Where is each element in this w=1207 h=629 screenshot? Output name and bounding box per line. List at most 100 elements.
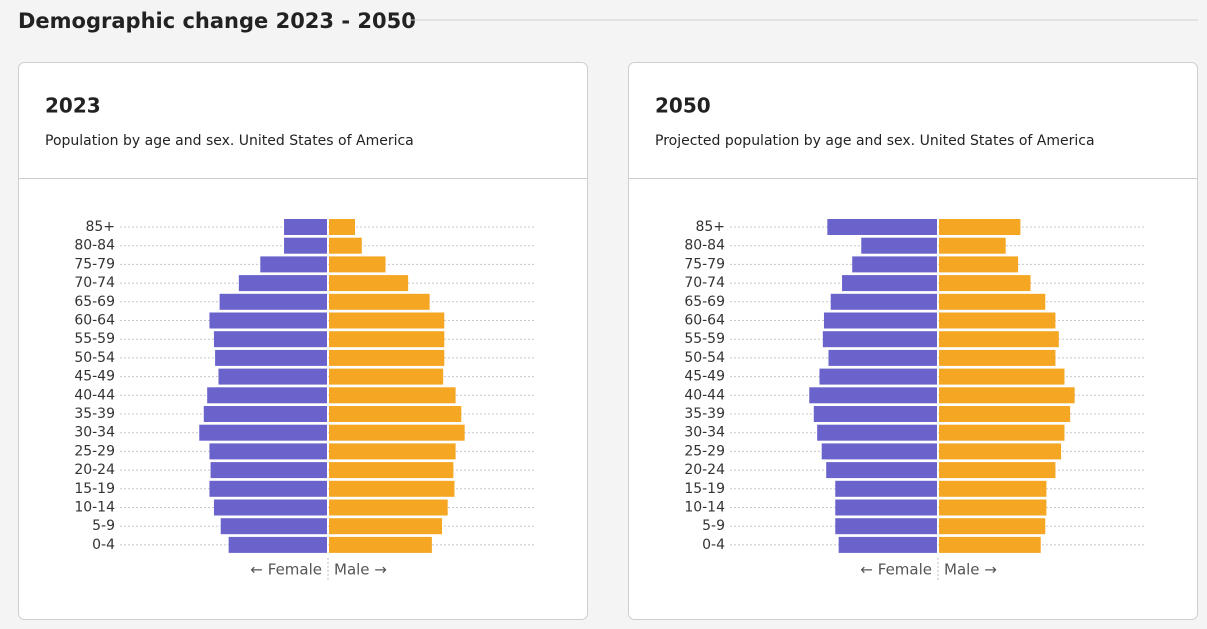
bar — [329, 349, 445, 366]
bar — [830, 293, 937, 310]
bar — [329, 293, 430, 310]
category-label: 25-29 — [684, 443, 725, 459]
chart-subtitle: Projected population by age and sex. Uni… — [655, 133, 1095, 149]
bar — [817, 424, 937, 441]
bar — [939, 368, 1065, 385]
bar — [835, 480, 937, 497]
bar — [939, 256, 1019, 273]
bar — [209, 443, 327, 460]
category-label: 5-9 — [92, 518, 115, 534]
bar — [842, 275, 937, 292]
category-label: 85+ — [695, 219, 725, 235]
category-label: 85+ — [85, 219, 115, 235]
page-title: Demographic change 2023 - 2050 — [18, 9, 416, 33]
bar — [329, 237, 362, 254]
bar — [209, 480, 327, 497]
bar — [939, 349, 1056, 366]
bar — [939, 536, 1041, 553]
bar — [826, 462, 937, 479]
bar — [203, 406, 327, 422]
category-label: 35-39 — [74, 406, 115, 422]
bar — [329, 256, 386, 273]
bar — [207, 387, 327, 404]
category-label: 30-34 — [74, 425, 115, 441]
category-label: 20-24 — [684, 462, 725, 478]
category-label: 55-59 — [74, 331, 115, 347]
bar — [219, 293, 327, 310]
bar — [939, 480, 1047, 497]
category-label: 50-54 — [74, 350, 115, 366]
category-label: 70-74 — [684, 275, 725, 291]
bar — [827, 219, 937, 235]
bar — [329, 480, 455, 497]
bar — [329, 275, 409, 292]
bar — [329, 499, 448, 516]
bar — [809, 387, 937, 404]
bar — [939, 312, 1056, 329]
bar — [329, 443, 456, 460]
bar — [329, 368, 444, 385]
category-label: 0-4 — [92, 537, 115, 553]
category-label: 80-84 — [684, 238, 725, 254]
bar — [939, 331, 1059, 348]
bar — [215, 349, 327, 366]
category-label: 70-74 — [74, 275, 115, 291]
bar — [828, 349, 937, 366]
category-label: 40-44 — [684, 387, 725, 403]
category-label: 50-54 — [684, 350, 725, 366]
bar — [228, 536, 327, 553]
bar — [220, 518, 327, 535]
category-label: 15-19 — [684, 481, 725, 497]
category-label: 10-14 — [74, 500, 115, 516]
bar — [329, 331, 445, 348]
bar — [835, 499, 937, 516]
category-label: 0-4 — [702, 537, 725, 553]
bar — [329, 462, 454, 479]
bar — [939, 237, 1006, 254]
legend-entry: Male → — [944, 560, 997, 578]
bar — [838, 536, 937, 553]
bar — [218, 368, 327, 385]
bar — [939, 387, 1075, 404]
bar — [822, 331, 937, 348]
bar — [939, 275, 1031, 292]
bar — [329, 536, 432, 553]
bar — [939, 406, 1071, 422]
chart-title: 2050 — [655, 94, 711, 118]
category-label: 15-19 — [74, 481, 115, 497]
chart-subtitle: Population by age and sex. United States… — [45, 133, 414, 149]
chart-title: 2023 — [45, 94, 101, 118]
category-label: 75-79 — [684, 256, 725, 272]
legend-entry: ← Female — [250, 560, 322, 578]
bar — [939, 219, 1021, 235]
category-label: 35-39 — [684, 406, 725, 422]
bar — [213, 499, 327, 516]
category-label: 5-9 — [702, 518, 725, 534]
category-label: 30-34 — [684, 425, 725, 441]
bar — [329, 406, 462, 422]
bar — [852, 256, 937, 273]
bar — [939, 462, 1056, 479]
bar — [329, 312, 445, 329]
bar — [329, 219, 355, 235]
bar — [238, 275, 327, 292]
bar — [213, 331, 327, 348]
category-label: 75-79 — [74, 256, 115, 272]
bar — [821, 443, 937, 460]
bar — [813, 406, 937, 422]
category-label: 10-14 — [684, 500, 725, 516]
category-label: 65-69 — [684, 294, 725, 310]
category-label: 25-29 — [74, 443, 115, 459]
bar — [861, 237, 937, 254]
bar — [329, 387, 456, 404]
category-label: 60-64 — [684, 313, 725, 329]
category-label: 80-84 — [74, 238, 115, 254]
bar — [210, 462, 327, 479]
bar — [329, 424, 465, 441]
category-label: 65-69 — [74, 294, 115, 310]
category-label: 20-24 — [74, 462, 115, 478]
category-label: 55-59 — [684, 331, 725, 347]
bar — [823, 312, 937, 329]
category-label: 40-44 — [74, 387, 115, 403]
